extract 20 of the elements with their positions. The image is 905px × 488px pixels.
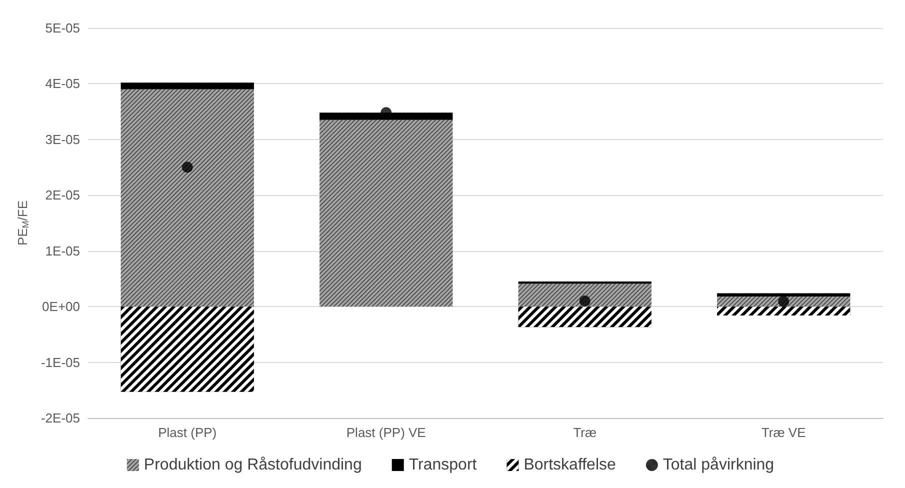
y-axis-title: PEM/FE [15,200,30,246]
legend-label: Total påvirkning [662,456,774,474]
y-tick-label: 3E-05 [45,132,80,147]
y-tick-label: 0E+00 [42,299,80,314]
legend-label: Produktion og Råstofudvinding [144,456,362,474]
point [778,296,790,308]
x-tick-label: Plast (PP) VE [346,425,426,440]
legend-label: Bortskaffelse [524,456,616,474]
y-tick-label: -1E-05 [40,354,80,370]
y-tick-label: -2E-05 [40,410,80,426]
legend-label: Transport [408,456,478,474]
point [579,296,590,306]
y-tick-label: 1E-05 [45,243,80,258]
y-tick-label: 2E-05 [45,188,80,203]
x-tick-label: Plast (PP) [158,425,217,440]
y-tick-label: 5E-05 [45,20,80,36]
y-tick-label: 4E-05 [45,76,80,92]
point [182,162,193,173]
x-tick-label: Træ VE [761,425,806,440]
x-tick-label: Træ [573,425,597,440]
